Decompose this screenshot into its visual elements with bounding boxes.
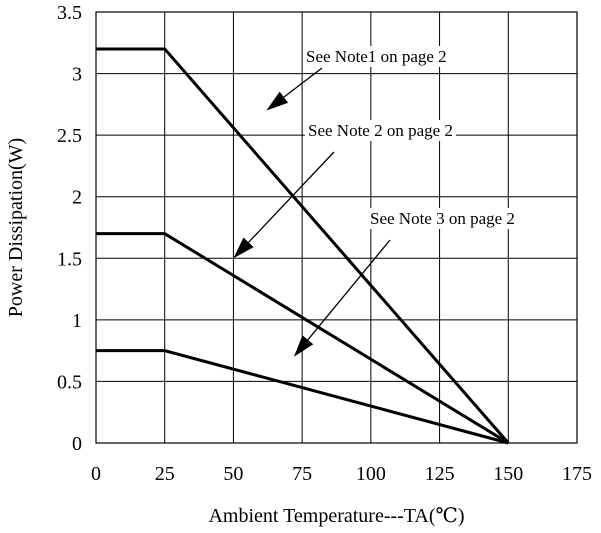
series-line-2 [96, 232, 510, 445]
annotation-leader [283, 67, 323, 98]
annotation-background [367, 208, 518, 229]
x-tick-label: 175 [562, 463, 592, 485]
annotation-text: See Note 3 on page 2 [370, 209, 515, 228]
plot-frame [95, 11, 578, 444]
x-tick-label: 125 [425, 463, 455, 485]
annotation-1: See Note1 on page 2 [266, 46, 450, 111]
x-tick-label: 50 [223, 463, 243, 485]
x-tick-label: 25 [155, 463, 175, 485]
y-axis-title: Power Dissipation(W) [5, 138, 27, 317]
y-tick-label: 1 [72, 310, 82, 332]
arrowhead-icon [266, 91, 289, 111]
arrowhead-icon [293, 335, 314, 357]
annotation-leader [307, 239, 391, 341]
x-tick-label: 75 [292, 463, 312, 485]
y-tick-label: 0.5 [57, 371, 82, 393]
annotation-3: See Note 3 on page 2 [293, 208, 518, 357]
y-tick-label: 3 [72, 64, 82, 86]
x-axis-title: Ambient Temperature---TA(℃) [208, 505, 464, 527]
tick-labels: 0 25 50 75 100 125 150 175 0 0.5 1 1.5 2 2.5 3 3.5 [57, 2, 592, 485]
y-tick-label: 2 [72, 187, 82, 209]
x-tick-label: 0 [91, 463, 101, 485]
y-tick-label: 3.5 [57, 2, 82, 24]
x-tick-label: 150 [493, 463, 523, 485]
annotation-text: See Note1 on page 2 [306, 47, 447, 66]
x-tick-label: 100 [356, 463, 386, 485]
annotation-background [303, 46, 450, 67]
arrowhead-icon [233, 237, 254, 259]
annotation-2: See Note 2 on page 2 [233, 120, 456, 259]
annotation-background [305, 120, 456, 141]
y-tick-label: 2.5 [57, 125, 82, 147]
series-line-1 [96, 47, 510, 444]
series-line-3 [96, 349, 509, 445]
annotation-leader [248, 151, 335, 243]
annotation-text: See Note 2 on page 2 [308, 121, 453, 140]
y-tick-label: 0 [72, 433, 82, 455]
annotations: See Note1 on page 2 See Note 2 on page 2 S… [233, 46, 518, 357]
y-tick-label: 1.5 [57, 248, 82, 270]
series-lines [96, 47, 510, 445]
